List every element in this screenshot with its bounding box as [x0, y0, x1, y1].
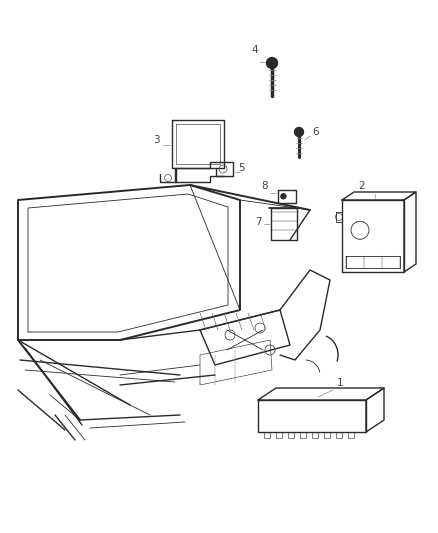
- Text: 8: 8: [261, 181, 268, 191]
- Circle shape: [266, 58, 278, 69]
- Text: 6: 6: [312, 127, 318, 137]
- Text: 1: 1: [337, 378, 344, 388]
- Circle shape: [294, 127, 304, 136]
- Text: 3: 3: [153, 135, 160, 145]
- Text: 2: 2: [358, 181, 364, 191]
- Text: 4: 4: [251, 45, 258, 55]
- Text: 5: 5: [238, 163, 245, 173]
- Circle shape: [281, 194, 286, 199]
- Text: 7: 7: [255, 217, 262, 227]
